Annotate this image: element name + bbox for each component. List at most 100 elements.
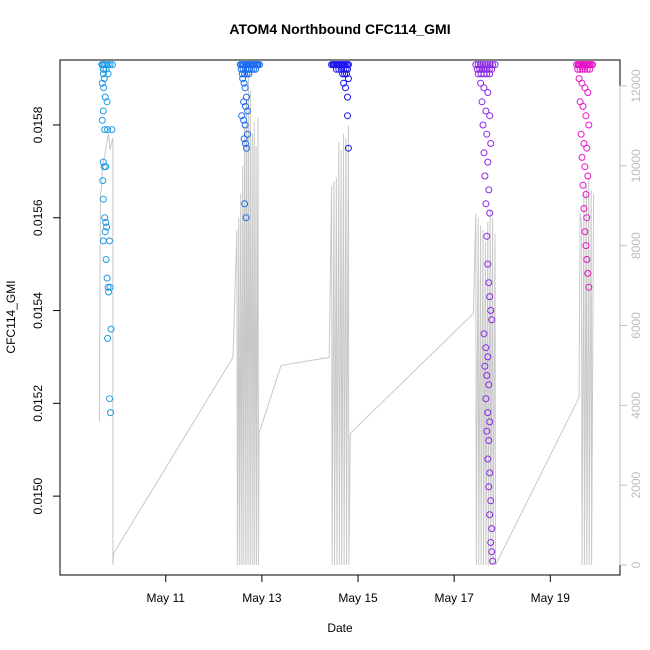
data-point-series-5 xyxy=(579,65,586,73)
data-point-series-4 xyxy=(488,548,496,556)
data-point-series-1 xyxy=(106,237,113,245)
data-point-series-4 xyxy=(482,107,490,115)
data-point-series-4 xyxy=(486,511,494,519)
data-point-series-5 xyxy=(581,163,589,171)
data-point-series-1 xyxy=(99,195,107,203)
data-point-series-1 xyxy=(101,93,109,101)
data-point-series-5 xyxy=(576,65,584,73)
data-point-series-1 xyxy=(98,79,106,87)
data-point-series-4 xyxy=(477,61,485,69)
data-point-series-4 xyxy=(484,61,492,69)
data-point-series-4 xyxy=(486,469,494,477)
data-point-series-2 xyxy=(242,102,249,110)
data-point-series-1 xyxy=(98,116,106,124)
data-point-series-4 xyxy=(487,140,495,147)
data-point-series-1 xyxy=(103,274,111,282)
data-point-series-4 xyxy=(486,112,494,120)
data-point-series-1 xyxy=(102,256,110,263)
data-point-series-1 xyxy=(101,214,109,222)
data-point-series-4 xyxy=(491,61,499,69)
data-point-series-4 xyxy=(476,65,484,73)
data-point-series-2 xyxy=(242,140,249,147)
data-point-series-4 xyxy=(481,61,489,69)
data-point-series-4 xyxy=(483,427,491,435)
data-point-series-2 xyxy=(243,144,250,152)
data-point-series-4 xyxy=(473,65,481,73)
data-point-series-3 xyxy=(340,79,348,87)
data-point-series-1 xyxy=(107,409,114,417)
data-point-series-1 xyxy=(104,283,112,291)
data-point-series-5 xyxy=(580,205,588,212)
data-point-series-4 xyxy=(474,61,482,69)
data-point-series-1 xyxy=(102,163,110,171)
data-point-series-5 xyxy=(583,65,591,73)
data-point-series-3 xyxy=(344,112,351,120)
data-point-series-4 xyxy=(482,344,490,352)
data-point-series-4 xyxy=(488,65,496,73)
data-point-series-1 xyxy=(102,61,110,69)
data-point-series-1 xyxy=(107,325,115,333)
y-tick-label: 0.0152 xyxy=(31,385,45,422)
y-axis-right: 0 2000 4000 6000 8000 10000 12000 xyxy=(619,69,643,568)
data-point-series-4 xyxy=(481,172,489,180)
data-point-series-4 xyxy=(479,61,487,69)
data-point-series-4 xyxy=(483,70,491,78)
data-point-series-5 xyxy=(585,283,593,291)
data-point-series-5 xyxy=(574,65,582,73)
data-point-series-1 xyxy=(99,107,107,115)
y2-tick-label: 8000 xyxy=(629,232,643,259)
data-point-series-1 xyxy=(101,228,109,236)
data-point-series-4 xyxy=(477,79,485,87)
data-point-series-4 xyxy=(484,89,492,96)
data-point-series-1 xyxy=(101,126,109,134)
data-point-series-5 xyxy=(577,130,585,138)
data-point-series-1 xyxy=(108,126,116,134)
data-point-series-2 xyxy=(241,121,249,129)
y2-tick-label: 10000 xyxy=(629,149,643,183)
x-tick-label: May 13 xyxy=(242,591,282,605)
data-point-series-4 xyxy=(482,200,490,208)
data-point-series-4 xyxy=(487,497,495,505)
data-point-series-4 xyxy=(480,330,488,338)
data-point-series-5 xyxy=(586,65,594,73)
data-point-series-4 xyxy=(482,395,490,403)
data-point-series-2 xyxy=(256,61,263,69)
data-point-series-1 xyxy=(102,218,110,226)
data-point-series-2 xyxy=(240,135,248,143)
data-point-series-4 xyxy=(478,98,486,106)
x-tick-label: May 17 xyxy=(434,591,474,605)
data-point-series-2 xyxy=(238,112,246,120)
y2-tick-label: 12000 xyxy=(629,69,643,103)
x-tick-label: May 15 xyxy=(338,591,378,605)
y2-tick-label: 0 xyxy=(629,561,643,568)
data-point-series-5 xyxy=(584,89,592,96)
data-point-series-4 xyxy=(485,483,493,491)
data-point-series-3 xyxy=(344,75,352,83)
data-point-series-2 xyxy=(242,214,250,222)
chart-title: ATOM4 Northbound CFC114_GMI xyxy=(229,21,450,37)
data-point-series-5 xyxy=(582,242,590,250)
data-point-series-5 xyxy=(585,121,593,129)
data-point-series-2 xyxy=(240,116,248,124)
data-point-series-1 xyxy=(103,98,111,106)
data-point-series-1 xyxy=(104,334,112,342)
altitude-line xyxy=(98,73,595,566)
data-point-series-4 xyxy=(488,316,496,324)
data-point-series-3 xyxy=(343,70,350,78)
data-point-series-2 xyxy=(250,65,258,73)
data-point-series-1 xyxy=(100,65,108,73)
data-points-layer xyxy=(98,61,597,565)
data-point-series-4 xyxy=(489,61,497,69)
data-point-series-1 xyxy=(102,65,110,73)
data-point-series-4 xyxy=(481,362,489,370)
data-point-series-5 xyxy=(582,191,590,198)
data-point-series-2 xyxy=(240,79,248,87)
data-point-series-4 xyxy=(486,418,494,426)
data-point-series-3 xyxy=(344,144,352,152)
data-point-series-4 xyxy=(478,65,486,73)
data-point-series-4 xyxy=(484,353,492,361)
y-tick-label: 0.0158 xyxy=(31,106,45,143)
data-point-series-1 xyxy=(108,61,116,69)
